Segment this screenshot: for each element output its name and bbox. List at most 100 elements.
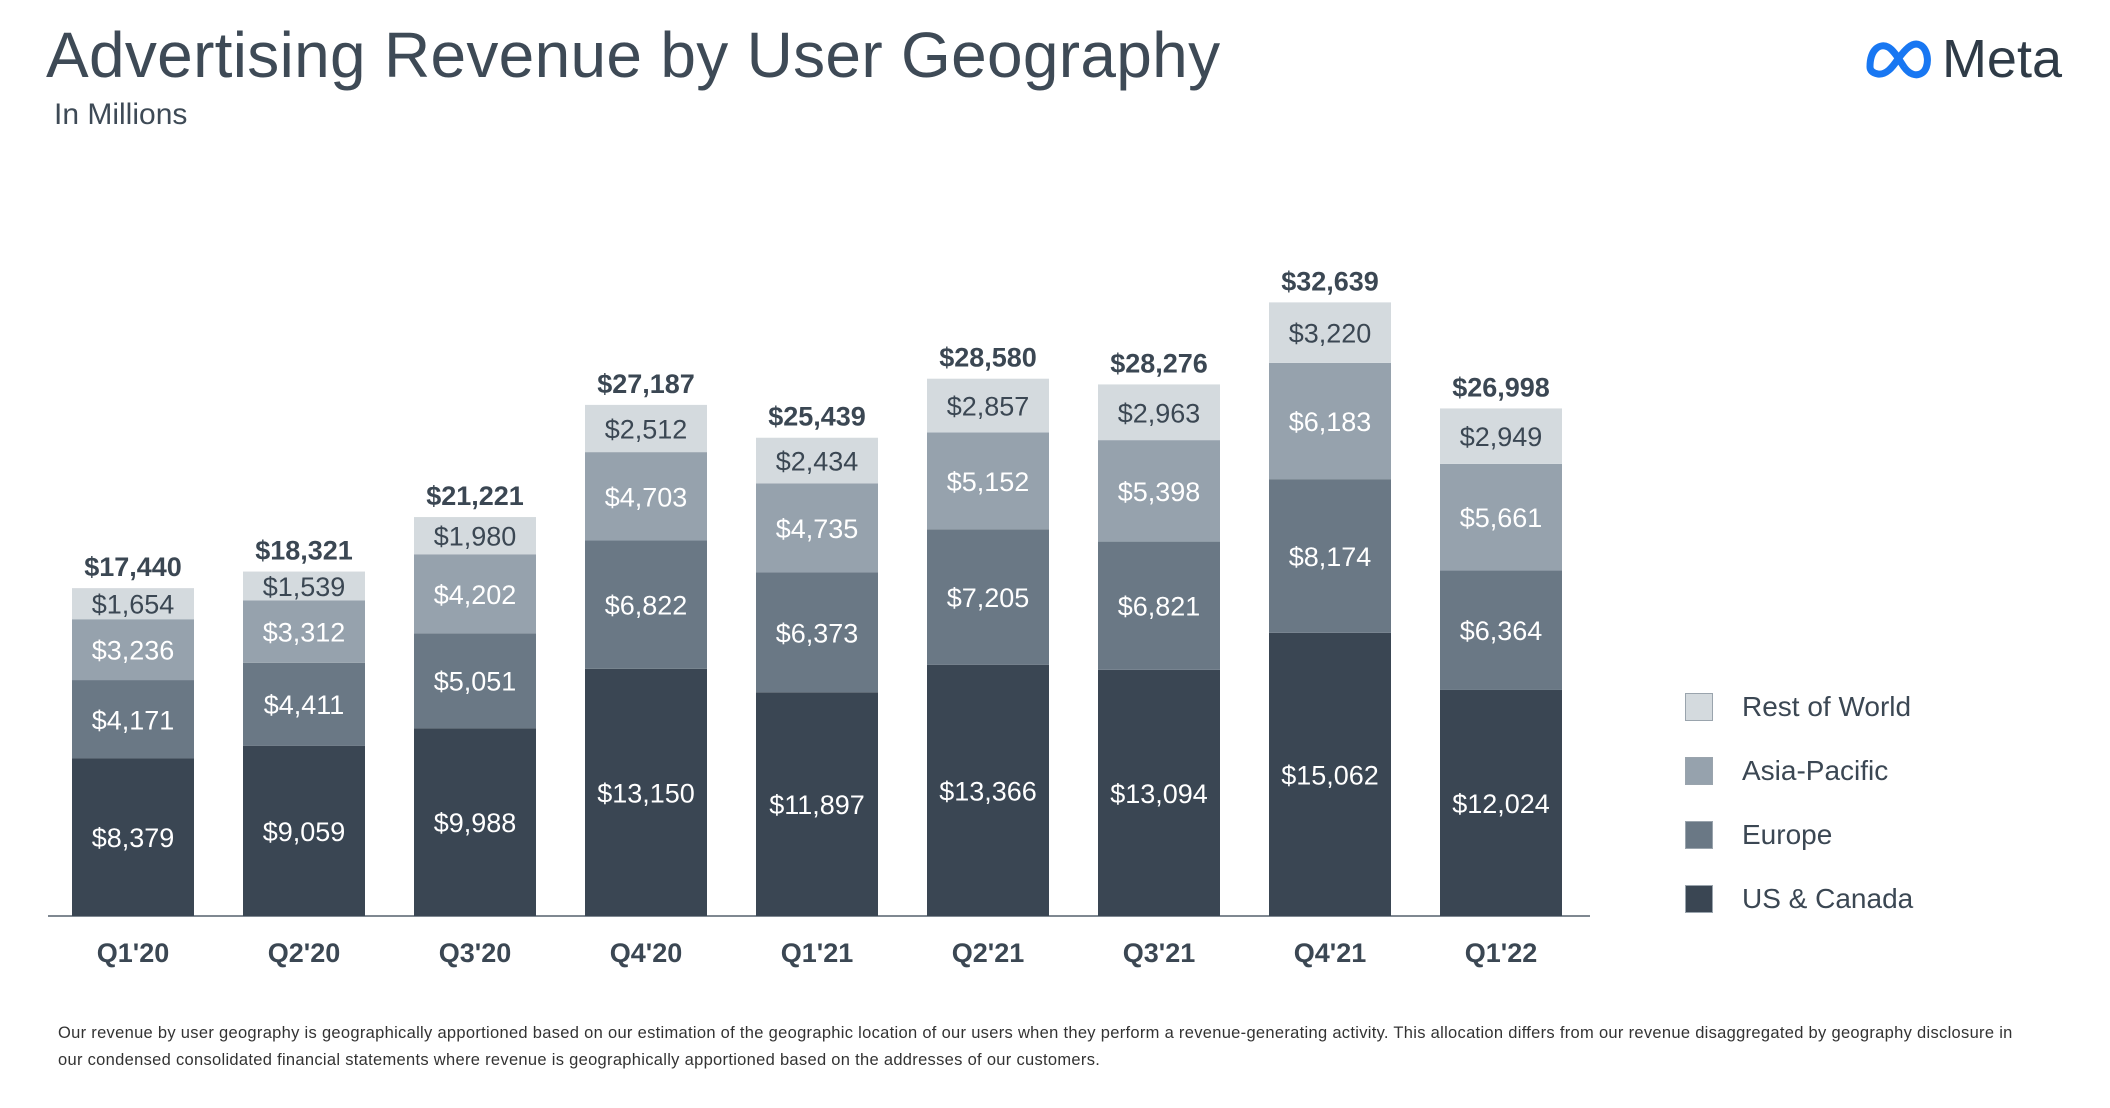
segment-value-label: $9,988 bbox=[434, 808, 517, 838]
bar-segment bbox=[1098, 541, 1220, 670]
segment-value-label: $1,654 bbox=[92, 590, 175, 620]
x-tick-label: Q4'21 bbox=[1294, 938, 1366, 968]
segment-value-label: $2,512 bbox=[605, 414, 688, 444]
bar-segment bbox=[1269, 632, 1391, 916]
legend-label: Asia-Pacific bbox=[1742, 755, 1889, 786]
bar-segment bbox=[1440, 570, 1562, 690]
segment-value-label: $1,980 bbox=[434, 522, 517, 552]
bar-segment bbox=[1440, 689, 1562, 916]
segment-value-label: $9,059 bbox=[263, 817, 346, 847]
segment-value-label: $3,236 bbox=[92, 636, 175, 666]
segment-value-label: $5,051 bbox=[434, 667, 517, 697]
meta-infinity-icon bbox=[1866, 40, 1931, 79]
segment-value-label: $2,857 bbox=[947, 392, 1030, 422]
bar-segment bbox=[1440, 408, 1562, 464]
segment-value-label: $2,949 bbox=[1460, 422, 1543, 452]
legend-item-asia-pacific: Asia-Pacific bbox=[1685, 739, 1913, 803]
bar-segment bbox=[585, 668, 707, 916]
bar-segment bbox=[72, 758, 194, 916]
segment-value-label: $1,539 bbox=[263, 572, 346, 602]
bar-segment bbox=[756, 483, 878, 573]
chart-subtitle: In Millions bbox=[54, 98, 188, 131]
bar-segment bbox=[72, 619, 194, 681]
legend-swatch bbox=[1685, 693, 1713, 721]
bar-segment bbox=[1098, 384, 1220, 441]
bar-segment bbox=[585, 404, 707, 453]
segment-value-label: $11,897 bbox=[769, 790, 865, 820]
segment-value-label: $2,434 bbox=[776, 447, 859, 477]
bar-segment bbox=[243, 600, 365, 663]
legend-item-rest-of-world: Rest of World bbox=[1685, 675, 1913, 739]
segment-value-label: $7,205 bbox=[947, 583, 1030, 613]
stacked-bar-chart: $8,379 $4,171 $3,236 $1,654 $17,440 Q1'20 $9,0… bbox=[48, 266, 1590, 968]
segment-value-label: $6,821 bbox=[1118, 592, 1201, 622]
bar-segment bbox=[585, 452, 707, 541]
bar-segment bbox=[1269, 362, 1391, 480]
bar-total-label: $17,440 bbox=[84, 552, 182, 582]
bar-segment bbox=[72, 588, 194, 620]
footnote: Our revenue by user geography is geograp… bbox=[58, 1024, 2013, 1069]
x-tick-label: Q2'20 bbox=[268, 938, 340, 968]
bar-segment bbox=[1269, 302, 1391, 363]
x-tick-label: Q1'20 bbox=[97, 938, 169, 968]
chart-title: Advertising Revenue by User Geography bbox=[46, 19, 1221, 91]
segment-value-label: $6,364 bbox=[1460, 616, 1543, 646]
bar-total-label: $26,998 bbox=[1452, 372, 1550, 402]
segment-value-label: $8,379 bbox=[92, 823, 175, 853]
bar-segment bbox=[1098, 669, 1220, 916]
legend-label: Rest of World bbox=[1742, 691, 1912, 722]
bar-segment bbox=[414, 633, 536, 729]
legend-label: US & Canada bbox=[1742, 883, 1914, 914]
segment-value-label: $5,661 bbox=[1460, 503, 1543, 533]
segment-value-label: $5,398 bbox=[1118, 477, 1201, 507]
bar-segment bbox=[927, 432, 1049, 530]
bar-segment bbox=[414, 554, 536, 634]
meta-logo: Meta bbox=[1864, 28, 2062, 90]
bar-segment bbox=[414, 728, 536, 916]
bar-total-label: $21,221 bbox=[426, 481, 524, 511]
segment-value-label: $8,174 bbox=[1289, 542, 1372, 572]
segment-value-label: $6,373 bbox=[776, 618, 859, 648]
bar-segment bbox=[1098, 440, 1220, 542]
bar-segment bbox=[243, 745, 365, 916]
bar-total-label: $32,639 bbox=[1281, 266, 1379, 296]
segment-value-label: $12,024 bbox=[1452, 789, 1550, 819]
bar-segment bbox=[243, 571, 365, 601]
bar-segment bbox=[585, 540, 707, 669]
legend-swatch bbox=[1685, 757, 1713, 785]
bar-segment bbox=[756, 692, 878, 916]
segment-value-label: $13,366 bbox=[939, 776, 1037, 806]
segment-value-label: $6,822 bbox=[605, 591, 688, 621]
x-tick-label: Q4'20 bbox=[610, 938, 682, 968]
meta-wordmark: Meta bbox=[1941, 29, 2062, 89]
bar-segment bbox=[756, 437, 878, 484]
segment-value-label: $6,183 bbox=[1289, 407, 1372, 437]
segment-value-label: $4,411 bbox=[264, 690, 345, 720]
bar-segment bbox=[927, 664, 1049, 916]
legend-item-europe: Europe bbox=[1685, 803, 1913, 867]
segment-value-label: $5,152 bbox=[947, 467, 1030, 497]
segment-value-label: $4,735 bbox=[776, 514, 859, 544]
bar-segment bbox=[414, 517, 536, 555]
segment-value-label: $4,202 bbox=[434, 580, 517, 610]
segment-value-label: $3,220 bbox=[1289, 319, 1372, 349]
legend-swatch bbox=[1685, 821, 1713, 849]
segment-value-label: $4,703 bbox=[605, 482, 688, 512]
bar-segment bbox=[243, 662, 365, 746]
segment-value-label: $15,062 bbox=[1281, 760, 1379, 790]
segment-value-label: $13,094 bbox=[1110, 779, 1208, 809]
bar-segment bbox=[72, 680, 194, 759]
bar-segment bbox=[927, 378, 1049, 433]
x-tick-label: Q2'21 bbox=[952, 938, 1024, 968]
x-tick-label: Q3'21 bbox=[1123, 938, 1195, 968]
segment-value-label: $13,150 bbox=[597, 778, 695, 808]
bar-total-label: $25,439 bbox=[768, 402, 866, 432]
bar-total-label: $27,187 bbox=[597, 369, 695, 399]
x-tick-label: Q1'21 bbox=[781, 938, 853, 968]
bar-segment bbox=[1440, 463, 1562, 571]
segment-value-label: $2,963 bbox=[1118, 398, 1201, 428]
legend-label: Europe bbox=[1742, 819, 1833, 850]
chart-legend: Rest of World Asia-Pacific Europe US & C… bbox=[1685, 675, 1913, 931]
bar-total-label: $18,321 bbox=[255, 536, 353, 566]
x-tick-label: Q3'20 bbox=[439, 938, 511, 968]
